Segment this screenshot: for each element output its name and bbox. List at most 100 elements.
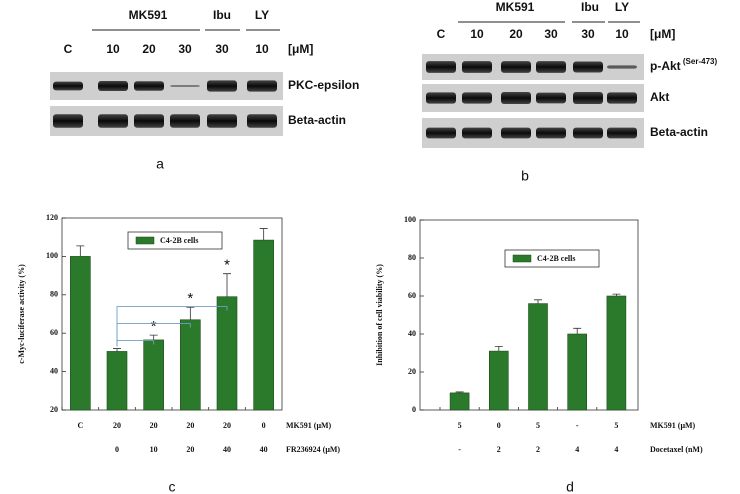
y-tick-label: 40 — [408, 329, 416, 338]
y-tick-label: 40 — [50, 366, 58, 375]
blot-band — [207, 80, 237, 92]
lane-label: 30 — [178, 42, 192, 56]
bar — [488, 350, 509, 411]
x-category-label: 4 — [614, 445, 618, 454]
blot-band — [207, 114, 237, 128]
blot-band — [536, 61, 566, 73]
error-bar — [149, 334, 158, 340]
blot-band — [98, 114, 128, 128]
x-category-label: 20 — [150, 421, 158, 430]
superscript: (Ser-473) — [681, 57, 718, 66]
y-axis-label: Inhibition of cell viability (%) — [375, 264, 384, 366]
error-bar — [494, 345, 503, 352]
error-bar — [259, 228, 268, 241]
blot-band — [170, 85, 200, 87]
x-category-label: 20 — [186, 421, 194, 430]
lane-label: 10 — [615, 27, 629, 41]
blot-membrane — [50, 106, 283, 136]
y-tick-label: 0 — [412, 405, 416, 414]
bar — [567, 333, 588, 411]
blot-band — [426, 61, 456, 73]
y-tick-label: 60 — [50, 328, 58, 337]
x-category-label: 40 — [223, 445, 231, 454]
comparison-bracket — [116, 306, 228, 347]
bar — [253, 239, 274, 411]
x-row-label: MK591 (μM) — [650, 421, 696, 430]
lane-label: 30 — [215, 42, 229, 56]
error-bar — [573, 327, 582, 334]
group-label: MK591 — [129, 8, 168, 22]
legend-label: C4-2B cells — [160, 236, 198, 245]
legend-label: C4-2B cells — [537, 254, 575, 263]
legend-box — [504, 249, 600, 268]
x-row-label: FR236924 (μM) — [286, 445, 340, 454]
blot-band — [98, 80, 128, 92]
bar — [216, 296, 238, 411]
error-bar — [534, 299, 542, 304]
group-label: Ibu — [213, 8, 231, 22]
blot-band — [462, 92, 492, 104]
row-label: Beta-actin — [650, 125, 708, 139]
row-label: p-Akt (Ser-473) — [650, 57, 717, 73]
blot-band — [536, 127, 566, 139]
x-category-label: 2 — [497, 445, 501, 454]
legend-swatch — [135, 236, 155, 245]
x-category-label: 5 — [458, 421, 462, 430]
unit-label: [μM] — [650, 27, 675, 41]
y-axis-label: c-Myc-luciferase activity (%) — [17, 264, 26, 364]
unit-label: [μM] — [288, 42, 313, 56]
lane-label: 10 — [470, 27, 484, 41]
x-category-label: 4 — [575, 445, 579, 454]
lane-label: 30 — [544, 27, 558, 41]
blot-band — [573, 92, 603, 104]
x-category-label: 0 — [115, 445, 119, 454]
panel-caption: d — [566, 479, 574, 494]
x-category-label: 5 — [536, 421, 540, 430]
blot-band — [134, 81, 164, 91]
lane-label: 10 — [106, 42, 120, 56]
blot-band — [426, 92, 456, 104]
group-label: MK591 — [496, 0, 535, 14]
bar — [180, 319, 201, 411]
blot-band — [247, 80, 277, 92]
x-category-label: C — [77, 421, 83, 430]
y-tick-label: 20 — [50, 405, 58, 414]
error-bar — [186, 306, 195, 320]
blot-band — [573, 61, 603, 73]
y-tick-label: 60 — [408, 291, 416, 300]
x-category-label: - — [576, 421, 579, 430]
lane-label: 10 — [255, 42, 269, 56]
x-row-label: Docetaxel (nM) — [650, 445, 703, 454]
bar — [106, 351, 128, 411]
y-tick-label: 80 — [50, 290, 58, 299]
blot-band — [170, 114, 200, 128]
lane-label: C — [64, 42, 73, 56]
row-label: Beta-actin — [288, 113, 346, 127]
bar — [449, 392, 470, 411]
blot-band — [536, 92, 566, 104]
blot-band — [53, 81, 83, 91]
significance-mark: * — [187, 290, 193, 307]
x-category-label: 2 — [536, 445, 540, 454]
error-bar — [612, 293, 621, 296]
error-bar — [113, 348, 121, 352]
legend-swatch — [512, 254, 532, 263]
lane-label: 20 — [142, 42, 156, 56]
panel-caption: a — [156, 156, 164, 172]
y-tick-label: 80 — [408, 253, 416, 262]
group-label: LY — [615, 0, 629, 14]
x-category-label: 20 — [223, 421, 231, 430]
blot-band — [462, 61, 492, 73]
bar — [70, 256, 91, 411]
x-category-label: 20 — [186, 445, 194, 454]
blot-band — [426, 127, 456, 139]
group-label: LY — [255, 8, 269, 22]
bar — [606, 295, 627, 411]
error-bar — [455, 391, 464, 393]
lane-label: 20 — [509, 27, 523, 41]
bar — [528, 303, 548, 411]
error-bar — [76, 245, 85, 257]
error-bar — [223, 273, 231, 297]
legend-box — [127, 231, 223, 250]
